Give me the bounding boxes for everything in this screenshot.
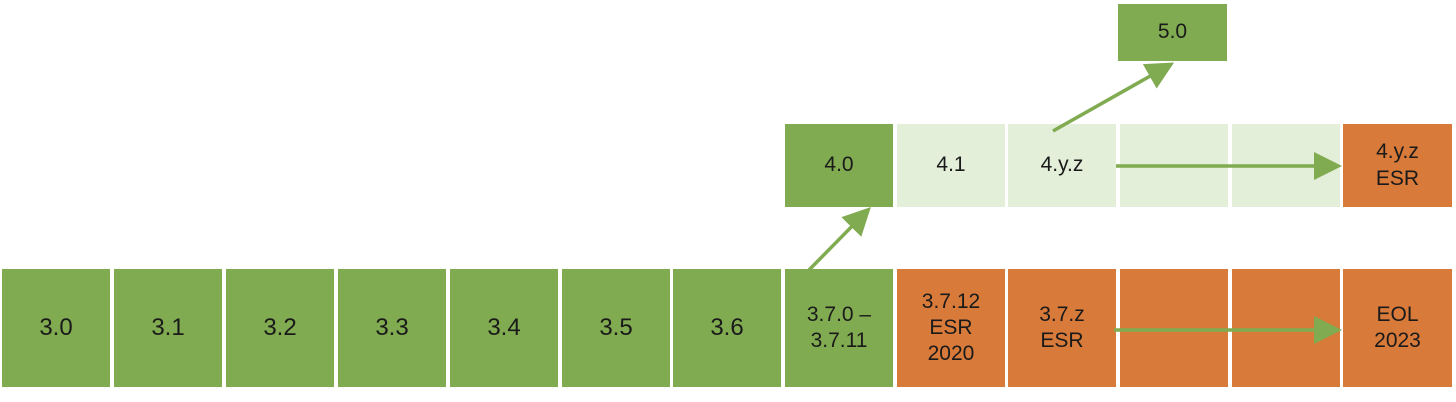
- cell-3-7-z-esr: 3.7.z ESR: [1008, 269, 1118, 387]
- cell-4-1: 4.1: [897, 124, 1007, 207]
- cell-3-3: 3.3: [338, 269, 448, 387]
- cell-3-4: 3.4: [450, 269, 560, 387]
- cell-3-1: 3.1: [114, 269, 224, 387]
- cell-4-y-z: 4.y.z: [1008, 124, 1118, 207]
- cell-3-7-12-esr: 3.7.12 ESR 2020: [897, 269, 1007, 387]
- cell-3-5: 3.5: [562, 269, 672, 387]
- cell-4-0: 4.0: [785, 124, 895, 207]
- cell-5-0: 5.0: [1118, 4, 1227, 61]
- cell-3-7-range: 3.7.0 – 3.7.11: [785, 269, 895, 387]
- cell-3-empty-1: [1120, 269, 1230, 387]
- cell-3-0: 3.0: [2, 269, 112, 387]
- arrow-3-7-to-4-0: [807, 207, 871, 272]
- cell-3-2: 3.2: [226, 269, 336, 387]
- arrow-4-y-z-to-5-0: [1052, 62, 1175, 133]
- cell-eol: EOL 2023: [1343, 269, 1454, 387]
- cell-3-6: 3.6: [673, 269, 783, 387]
- cell-4-y-z-esr: 4.y.z ESR: [1343, 124, 1454, 207]
